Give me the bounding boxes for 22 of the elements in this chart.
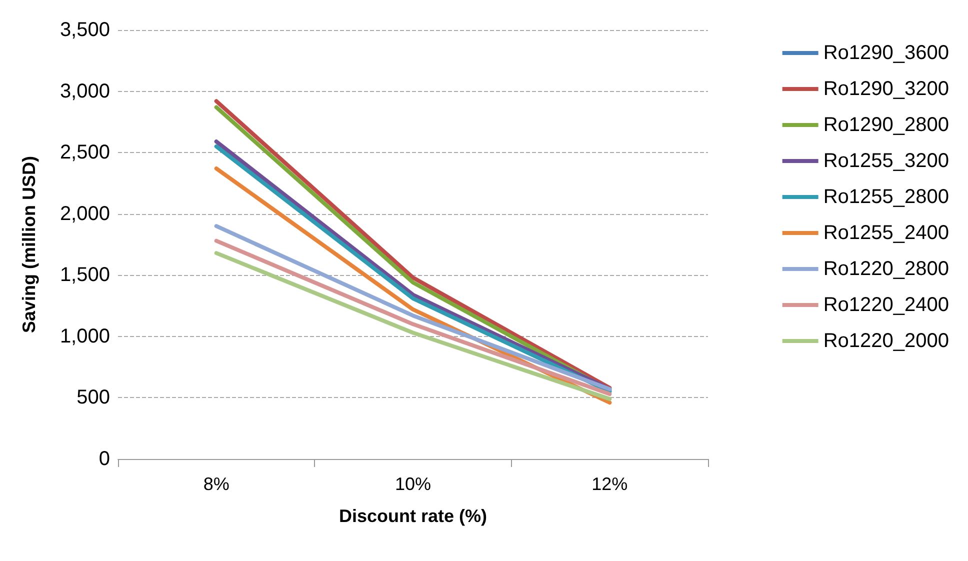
y-tick-label: 2,500 — [60, 142, 110, 164]
y-tick-label: 1,000 — [60, 325, 110, 348]
x-tick-label: 8% — [203, 474, 230, 494]
y-tick-label: 2,000 — [60, 202, 110, 225]
legend-label: Ro1255_2800 — [823, 186, 950, 208]
y-tick-label: 1,500 — [60, 264, 110, 286]
legend-label: Ro1220_2400 — [823, 294, 950, 316]
legend-label: Ro1220_2000 — [823, 330, 950, 352]
legend-label: Ro1220_2800 — [823, 258, 950, 280]
y-tick-label: 500 — [76, 386, 110, 409]
x-axis-title: Discount rate (%) — [338, 506, 488, 526]
legend-label: Ro1290_2800 — [823, 114, 950, 136]
legend-label: Ro1290_3600 — [823, 42, 950, 64]
x-tick-label: 12% — [592, 474, 628, 494]
x-tick-label: 10% — [394, 474, 432, 494]
y-axis-title: Saving (million USD) — [19, 156, 39, 334]
y-tick-label: 3,500 — [60, 19, 110, 41]
y-tick-label: 0 — [98, 448, 110, 470]
legend-label: Ro1255_2400 — [823, 222, 950, 244]
legend-label: Ro1255_3200 — [823, 150, 950, 172]
legend-label: Ro1290_3200 — [823, 78, 950, 100]
y-tick-label: 3,000 — [60, 80, 110, 102]
